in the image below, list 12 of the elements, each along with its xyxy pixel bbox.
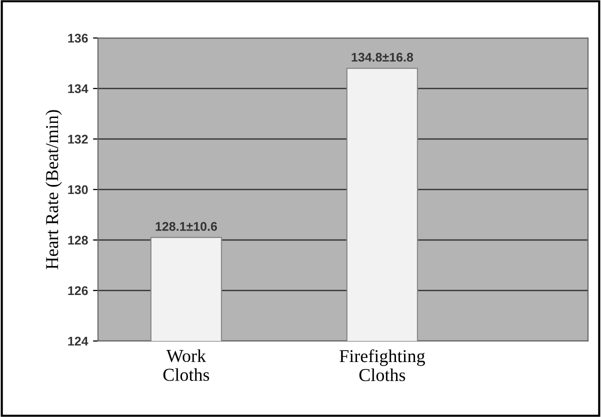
data-label: 128.1±10.6	[156, 222, 217, 231]
x-tick-label: Firefighting Cloths	[340, 349, 425, 382]
y-tick-label: 130	[68, 185, 88, 194]
data-label: 134.8±16.8	[352, 52, 414, 62]
y-tick-label: 136	[68, 34, 88, 43]
y-axis-title: Heart Rate (Beat/min)	[45, 110, 62, 270]
y-tick-label: 134	[68, 84, 88, 94]
y-tick-label: 126	[68, 286, 88, 296]
x-tick-label: Work Cloths	[163, 349, 210, 381]
y-tick-label: 124	[68, 336, 88, 346]
y-tick-label: 128	[68, 236, 88, 245]
y-tick-label: 132	[68, 134, 88, 144]
